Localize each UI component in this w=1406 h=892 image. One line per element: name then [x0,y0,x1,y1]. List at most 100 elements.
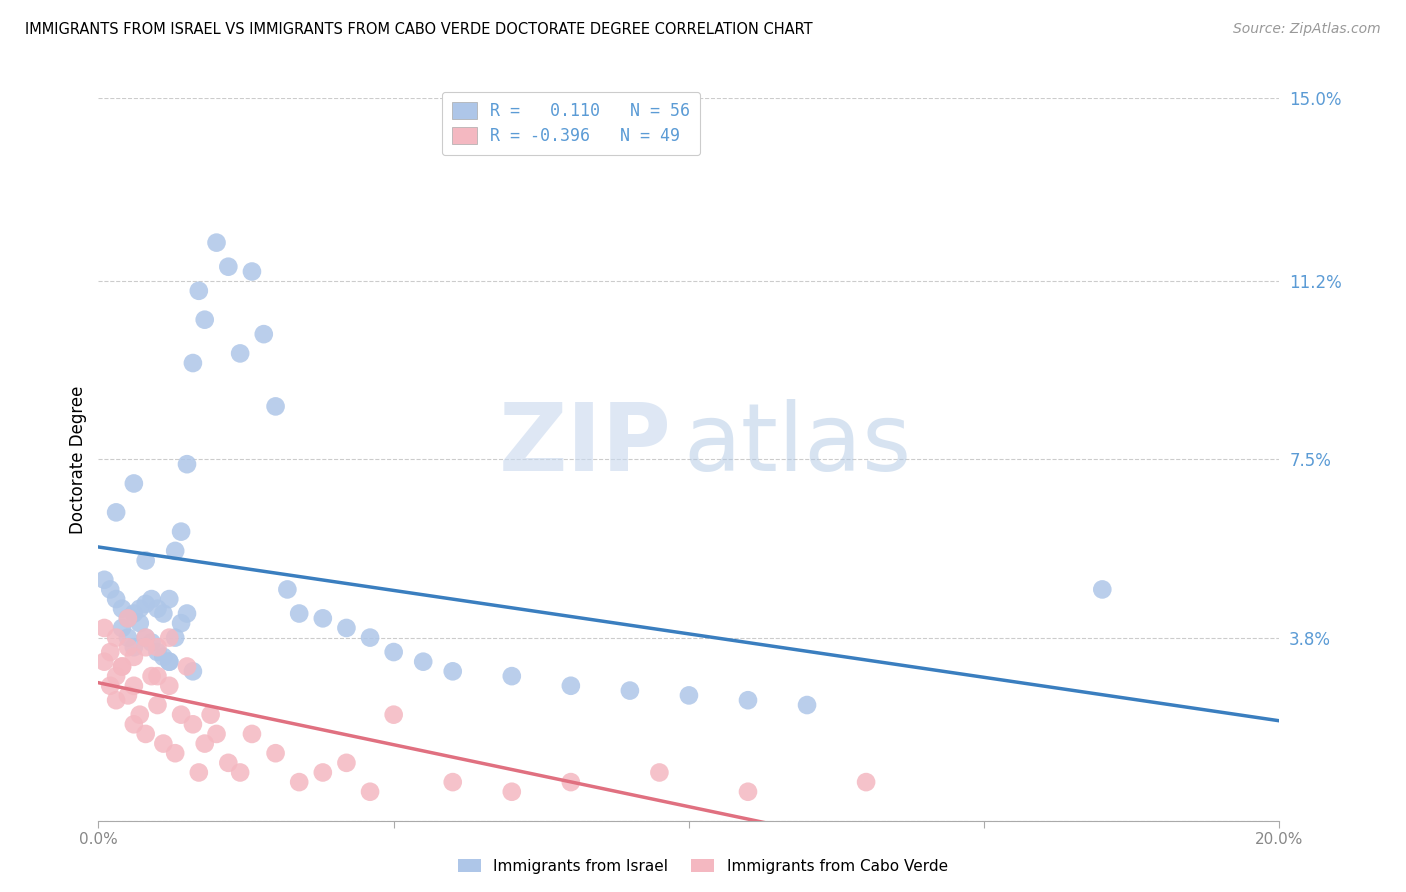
Point [217,756,239,770]
Point [288,607,311,621]
Point [737,785,759,799]
Point [276,582,298,597]
Point [165,746,187,760]
Point [152,607,174,621]
Point [264,746,287,760]
Point [288,775,311,789]
Point [312,611,335,625]
Point [152,737,174,751]
Point [412,655,434,669]
Point [98,582,121,597]
Point [229,346,252,360]
Point [176,659,198,673]
Point [117,640,139,655]
Text: atlas: atlas [683,399,911,491]
Point [146,640,169,655]
Point [187,284,209,298]
Legend: Immigrants from Israel, Immigrants from Cabo Verde: Immigrants from Israel, Immigrants from … [453,853,953,880]
Point [170,707,193,722]
Point [105,693,128,707]
Text: IMMIGRANTS FROM ISRAEL VS IMMIGRANTS FROM CABO VERDE DOCTORATE DEGREE CORRELATIO: IMMIGRANTS FROM ISRAEL VS IMMIGRANTS FRO… [25,22,813,37]
Point [128,616,150,631]
Y-axis label: Doctorate Degree: Doctorate Degree [69,385,87,533]
Point [441,775,464,789]
Point [194,737,217,751]
Point [117,611,139,625]
Point [135,631,157,645]
Point [264,400,287,414]
Point [135,631,157,645]
Point [122,717,145,731]
Point [111,659,134,673]
Point [105,592,128,607]
Point [135,640,157,655]
Point [122,607,145,621]
Point [194,312,217,326]
Point [135,597,157,611]
Point [157,655,180,669]
Point [157,655,180,669]
Text: ZIP: ZIP [498,399,671,491]
Point [560,679,582,693]
Point [122,649,145,664]
Point [501,669,523,683]
Point [501,785,523,799]
Point [240,727,263,741]
Point [128,601,150,615]
Point [240,264,263,278]
Point [382,707,405,722]
Point [93,655,115,669]
Point [146,645,169,659]
Point [105,669,128,683]
Point [117,611,139,625]
Point [146,698,169,712]
Point [122,476,145,491]
Text: Source: ZipAtlas.com: Source: ZipAtlas.com [1233,22,1381,37]
Point [619,683,641,698]
Point [146,601,169,615]
Point [93,573,115,587]
Point [157,631,180,645]
Point [165,544,187,558]
Point [105,631,128,645]
Point [111,621,134,635]
Legend: R =   0.110   N = 56, R = -0.396   N = 49: R = 0.110 N = 56, R = -0.396 N = 49 [441,92,700,155]
Point [335,621,357,635]
Point [678,689,700,703]
Point [359,785,381,799]
Point [93,621,115,635]
Point [141,635,163,649]
Point [98,645,121,659]
Point [146,669,169,683]
Point [359,631,381,645]
Point [128,707,150,722]
Point [648,765,671,780]
Point [205,727,228,741]
Point [117,631,139,645]
Point [187,765,209,780]
Point [560,775,582,789]
Point [152,649,174,664]
Point [111,601,134,615]
Point [135,727,157,741]
Point [157,592,180,607]
Point [98,679,121,693]
Point [141,669,163,683]
Point [111,659,134,673]
Point [253,327,276,342]
Point [382,645,405,659]
Point [1091,582,1114,597]
Point [135,553,157,567]
Point [205,235,228,250]
Point [176,457,198,471]
Point [176,607,198,621]
Point [165,631,187,645]
Point [181,717,204,731]
Point [312,765,335,780]
Point [122,679,145,693]
Point [170,616,193,631]
Point [122,640,145,655]
Point [181,356,204,370]
Point [141,592,163,607]
Point [117,689,139,703]
